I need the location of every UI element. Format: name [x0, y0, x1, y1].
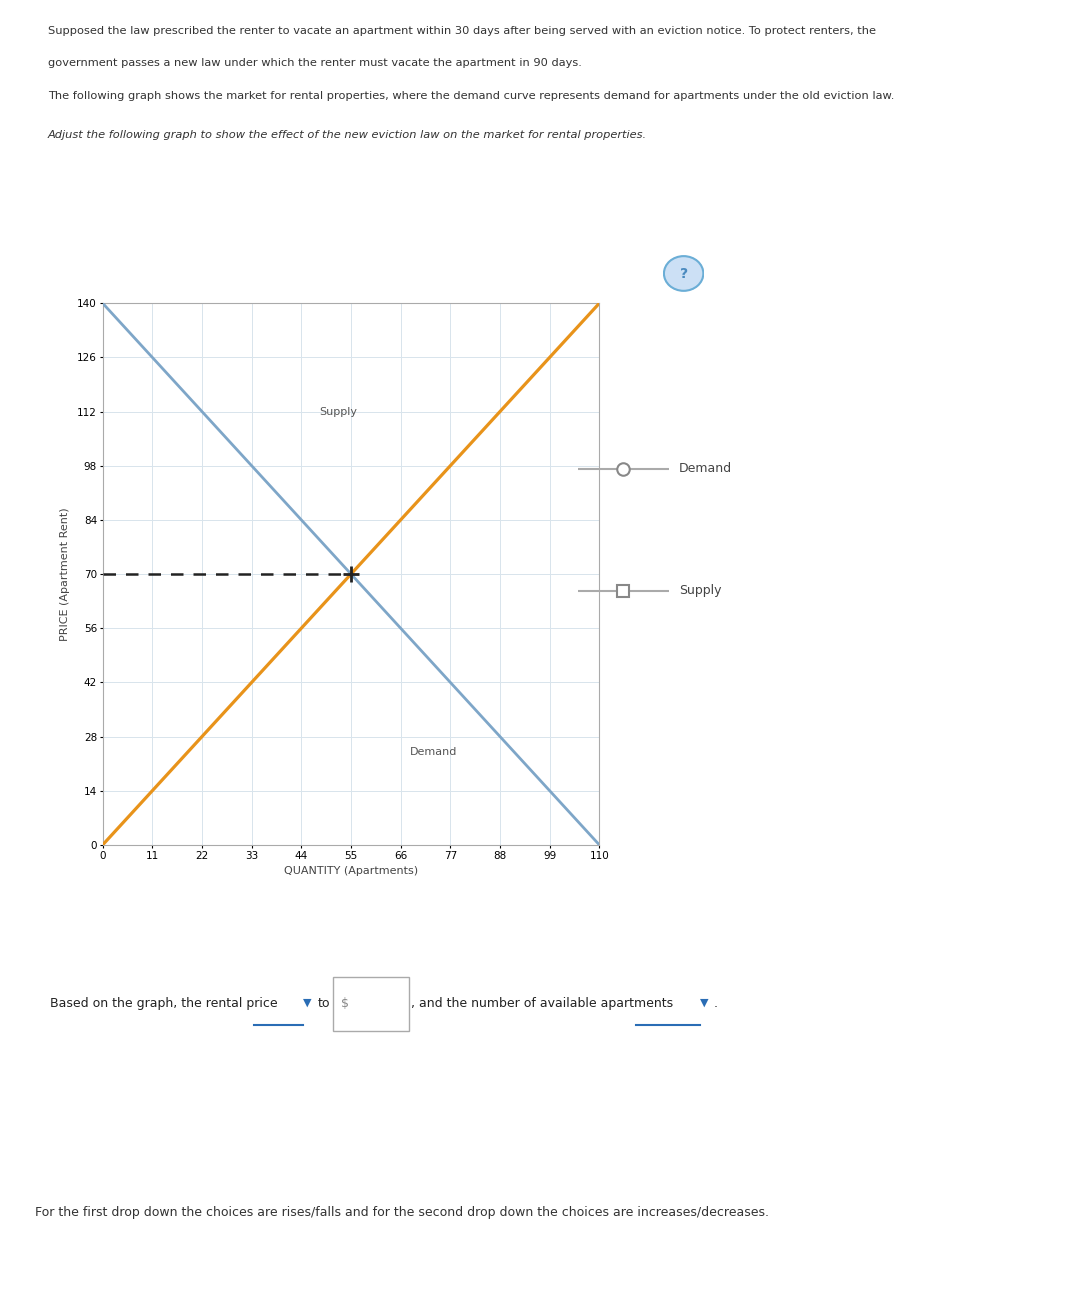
Text: Supply: Supply [679, 584, 721, 597]
Text: government passes a new law under which the renter must vacate the apartment in : government passes a new law under which … [48, 58, 581, 68]
Text: Supply: Supply [320, 406, 357, 417]
Circle shape [664, 257, 703, 290]
Text: ▼: ▼ [302, 998, 311, 1007]
Text: The following graph shows the market for rental properties, where the demand cur: The following graph shows the market for… [48, 92, 894, 101]
Text: $: $ [341, 997, 350, 1010]
X-axis label: QUANTITY (Apartments): QUANTITY (Apartments) [284, 866, 418, 876]
FancyBboxPatch shape [333, 977, 408, 1032]
Text: Supposed the law prescribed the renter to vacate an apartment within 30 days aft: Supposed the law prescribed the renter t… [48, 26, 876, 36]
Text: Adjust the following graph to show the effect of the new eviction law on the mar: Adjust the following graph to show the e… [48, 130, 647, 141]
Text: Based on the graph, the rental price: Based on the graph, the rental price [50, 997, 278, 1010]
Text: ?: ? [679, 267, 688, 281]
Text: For the first drop down the choices are rises/falls and for the second drop down: For the first drop down the choices are … [35, 1206, 769, 1219]
Text: , and the number of available apartments: , and the number of available apartments [411, 997, 673, 1010]
Text: .: . [714, 997, 717, 1010]
Text: Demand: Demand [409, 747, 457, 757]
Text: to: to [319, 997, 330, 1010]
Y-axis label: PRICE (Apartment Rent): PRICE (Apartment Rent) [60, 507, 70, 641]
Text: Demand: Demand [679, 462, 732, 475]
Text: ▼: ▼ [700, 998, 708, 1007]
